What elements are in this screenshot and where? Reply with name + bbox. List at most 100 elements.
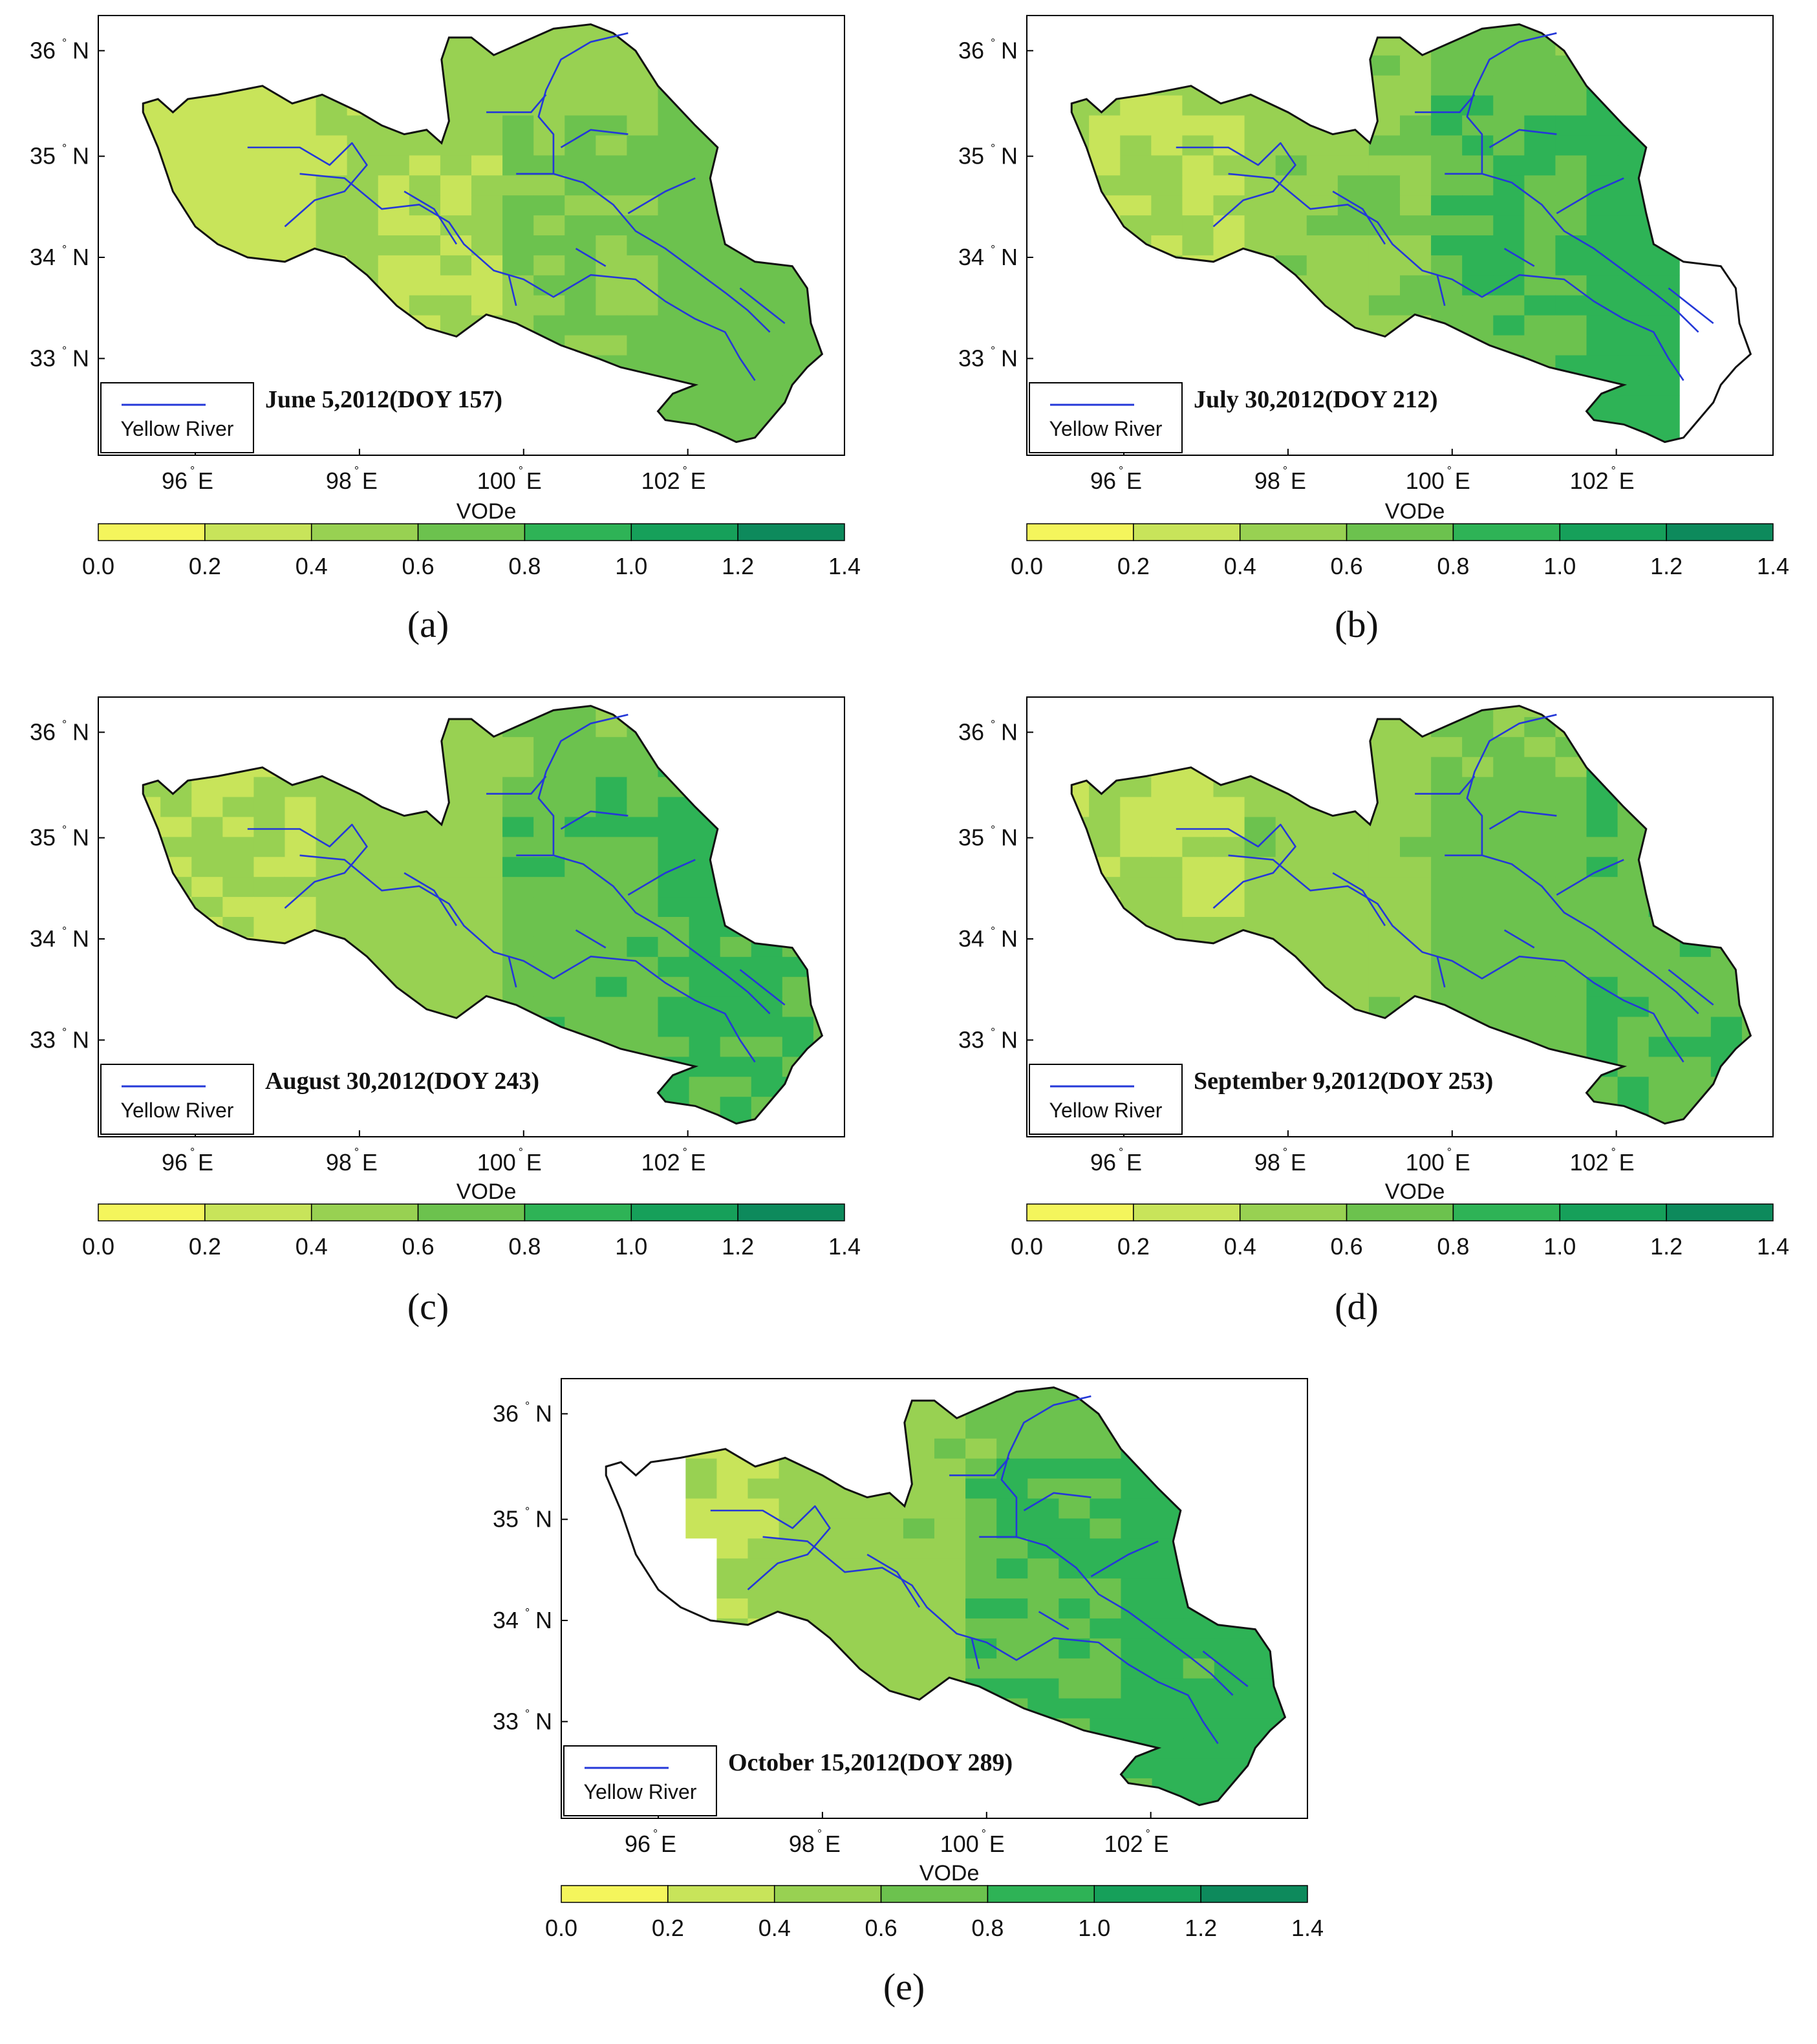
lat-tick-label: 34 [958,244,984,270]
vod-cell [347,897,379,918]
river-line [1436,274,1446,307]
river-line [299,854,756,1063]
vod-cell [903,1498,935,1519]
vod-cell [716,1518,749,1539]
vod-cell [378,917,410,938]
vod-cell [996,1538,1028,1559]
vod-cell [440,195,472,216]
vod-cell [1275,917,1307,938]
vod-cell [1027,1498,1059,1519]
panel-date-title: July 30,2012(DOY 212) [1194,386,1438,413]
vod-cell [689,976,721,998]
colorbar-label: VODe [457,1179,517,1204]
colorbar-tick-label: 1.2 [722,553,754,579]
vod-cell [1431,897,1463,918]
colorbar-segment [1452,523,1561,541]
vod-cell [1462,115,1494,136]
legend-label: Yellow River [121,417,234,440]
vod-cell [409,275,441,296]
vod-cell [1059,1618,1091,1639]
vod-cell [1648,395,1681,416]
vod-cell [810,1598,842,1619]
vod-cell [1182,777,1214,798]
vod-cell [1400,155,1432,176]
vod-cell [1151,797,1183,818]
degree-symbol: ° [1447,1146,1452,1159]
vod-cell [689,395,721,416]
yellow-river-network [247,713,786,1063]
vod-cell [716,1458,749,1479]
panel-c: 36 ° N35 ° N34 ° N33 ° N96 ° E 98 ° E 100 ° E 102 ° EYellow… [30,696,861,1328]
vod-cell [996,1658,1028,1679]
vod-cell [1368,936,1401,958]
vod-cell [1524,155,1556,176]
vod-cell [1586,275,1618,296]
vod-cell [1059,1658,1091,1679]
vod-cell [1120,155,1152,176]
vod-cell [1027,1658,1059,1679]
vod-cell [596,235,628,256]
yellow-river-network [1176,713,1714,1063]
vod-cell [440,837,472,857]
basin-boundary [142,705,824,1125]
vod-cell [222,857,255,877]
vod-cell [1337,175,1370,196]
vod-cell [564,737,596,758]
degree-symbol: ° [991,1026,995,1038]
vod-cell [658,235,690,256]
vod-cell [1306,917,1339,938]
vod-cell [564,135,596,156]
vod-cell [685,1478,718,1500]
legend-box [1029,382,1183,453]
vod-cell [1648,295,1681,316]
vod-cell [903,1558,935,1579]
vod-cell [1120,877,1152,898]
vod-cell [1214,1718,1246,1739]
vod-cell [471,797,503,818]
vod-cell [1679,1037,1712,1057]
vod-cell [1213,215,1245,236]
vod-cell [347,135,379,156]
vod-cell [903,1518,935,1539]
vod-cell [191,817,223,837]
vod-cell [191,777,223,798]
colorbar-tick-label: 1.4 [1757,1233,1789,1260]
vod-cell [1337,897,1370,918]
colorbar-tick-label: 1.2 [1650,553,1683,579]
panel-date-title: August 30,2012(DOY 243) [265,1068,539,1095]
degree-symbol: ° [62,718,67,731]
colorbar-segment [204,523,312,541]
vod-cell [689,255,721,276]
vod-cell [1555,1017,1587,1038]
legend-label: Yellow River [1049,417,1163,440]
vod-cell [191,155,223,176]
degree-symbol: ° [62,344,67,357]
vod-cell [222,115,255,136]
vod-cell [378,897,410,918]
vod-cell [1555,95,1587,116]
vod-cell [654,1498,686,1519]
vod-cell [1524,837,1556,857]
vod-cell [440,255,472,276]
vod-cell [689,355,721,376]
vod-cell [1121,1478,1153,1500]
vod-cell [1368,275,1401,296]
vod-cell [751,976,783,998]
vod-cell [1183,1618,1215,1639]
vod-cell [502,817,534,837]
river-line [1503,248,1535,267]
colorbar-tick-label: 0.8 [508,1233,541,1260]
vod-cell [1555,936,1587,958]
vod-cell [1586,355,1618,376]
vod-cell [471,55,503,76]
vod-cell [751,295,783,316]
vod-cell [1586,817,1618,837]
vod-cell [1059,1438,1091,1459]
vod-cell [747,1518,780,1539]
vod-cell [1027,1578,1059,1599]
vod-cell [564,956,596,978]
vod-cell [1462,917,1494,938]
vod-cell [1524,95,1556,116]
lat-tick-label: 35 [30,143,56,169]
vod-cell [1120,115,1152,136]
